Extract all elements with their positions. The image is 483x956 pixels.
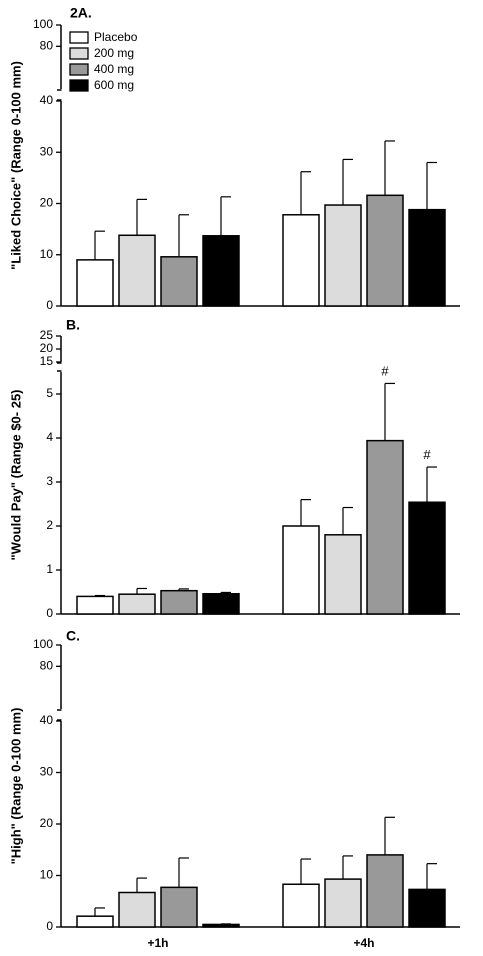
- y-tick-label: 100: [33, 637, 53, 651]
- y-tick-label: 30: [40, 765, 54, 779]
- y-tick-label: 20: [40, 341, 54, 355]
- legend-label: Placebo: [94, 30, 138, 44]
- panel-label: C.: [66, 628, 80, 644]
- significance-marker: #: [423, 447, 431, 462]
- legend-swatch: [69, 79, 89, 92]
- bar: [202, 593, 240, 615]
- legend-swatch: [69, 63, 89, 76]
- bar: [118, 234, 156, 307]
- bar: [160, 886, 198, 928]
- bar: [366, 854, 404, 928]
- y-tick-label: 15: [40, 354, 54, 368]
- y-axis-label: "High" (Range 0-100 mm): [8, 708, 23, 865]
- legend-label: 600 mg: [94, 78, 134, 92]
- y-tick-label: 80: [40, 659, 54, 673]
- bar: [118, 891, 156, 928]
- bar: [76, 915, 114, 928]
- bar: [408, 501, 446, 615]
- bar: [408, 208, 446, 307]
- bar: [160, 256, 198, 307]
- bar: [202, 235, 240, 307]
- y-axis-label: "Liked Choice" (Range 0-100 mm): [8, 61, 23, 270]
- y-tick-label: 40: [40, 93, 54, 107]
- y-tick-label: 30: [40, 144, 54, 158]
- bar: [202, 923, 240, 928]
- y-tick-label: 1: [46, 562, 53, 576]
- bar: [282, 883, 320, 928]
- bar: [366, 194, 404, 307]
- y-tick-label: 3: [46, 474, 53, 488]
- y-tick-label: 0: [46, 919, 53, 933]
- y-tick-label: 4: [46, 430, 53, 444]
- legend-swatch: [69, 47, 89, 60]
- bar: [76, 595, 114, 615]
- y-tick-label: 100: [33, 17, 53, 31]
- legend-label: 200 mg: [94, 46, 134, 60]
- y-tick-label: 20: [40, 816, 54, 830]
- panel-label: 2A.: [70, 5, 92, 21]
- bar: [76, 259, 114, 307]
- panel-label: B.: [66, 317, 80, 333]
- bar: [408, 888, 446, 928]
- bar: [324, 204, 362, 307]
- bar: [282, 214, 320, 307]
- bar: [324, 534, 362, 615]
- y-axis-label: "Would Pay" (Range $0- 25): [8, 389, 23, 560]
- y-tick-label: 2: [46, 518, 53, 532]
- y-tick-label: 80: [40, 39, 54, 53]
- legend-swatch: [69, 31, 89, 44]
- y-tick-label: 0: [46, 606, 53, 620]
- bar: [160, 589, 198, 615]
- y-tick-label: 5: [46, 386, 53, 400]
- y-tick-label: 10: [40, 868, 54, 882]
- bar: [366, 439, 404, 615]
- significance-marker: #: [381, 363, 389, 378]
- x-category-label: +4h: [353, 936, 374, 950]
- bar: [324, 878, 362, 928]
- legend-label: 400 mg: [94, 62, 134, 76]
- x-category-label: +1h: [147, 936, 168, 950]
- y-tick-label: 25: [40, 328, 54, 342]
- bar: [282, 525, 320, 615]
- y-tick-label: 20: [40, 196, 54, 210]
- bar: [118, 593, 156, 615]
- y-tick-label: 40: [40, 713, 54, 727]
- y-tick-label: 0: [46, 298, 53, 312]
- y-tick-label: 10: [40, 247, 54, 261]
